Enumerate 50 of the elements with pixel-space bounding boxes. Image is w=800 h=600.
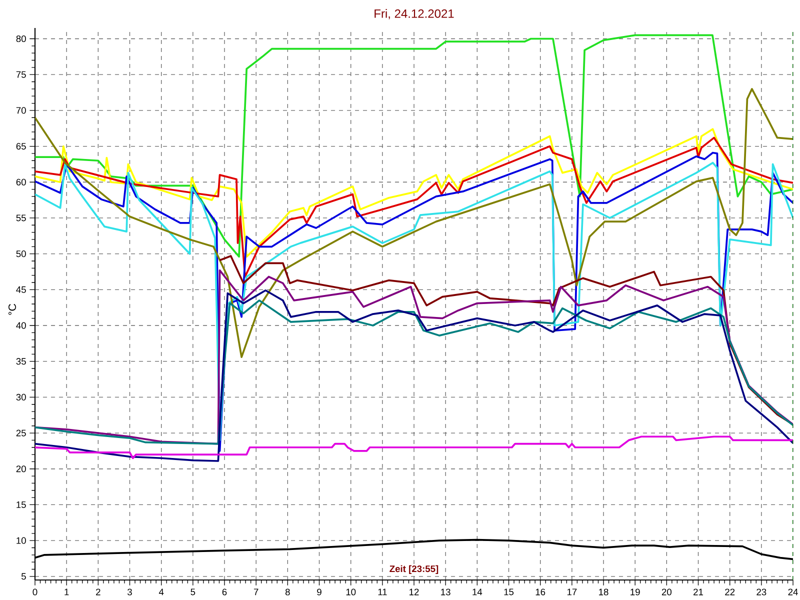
y-axis-title: °C xyxy=(8,304,16,315)
line-series xyxy=(35,128,794,258)
x-tick-label: 2 xyxy=(96,588,100,596)
y-tick-label: 5 xyxy=(21,573,26,580)
x-tick-label: 17 xyxy=(567,588,577,596)
x-tick-label: 22 xyxy=(725,588,735,596)
y-tick-label: 35 xyxy=(16,358,26,365)
y-tick-label: 45 xyxy=(16,286,26,293)
x-tick-label: 7 xyxy=(254,588,258,596)
x-tick-label: 10 xyxy=(346,588,356,596)
y-tick-label: 15 xyxy=(16,501,26,508)
x-tick-label: 16 xyxy=(536,588,546,596)
x-tick-label: 14 xyxy=(472,588,482,596)
y-tick-label: 10 xyxy=(16,537,26,544)
chart-title: Fri, 24.12.2021 xyxy=(374,9,454,20)
y-tick-label: 30 xyxy=(16,394,26,400)
x-tick-label: 13 xyxy=(441,588,450,596)
x-tick-label: 18 xyxy=(599,588,608,596)
x-tick-label: 24 xyxy=(788,588,798,596)
y-tick-label: 70 xyxy=(16,107,26,114)
x-tick-label: 6 xyxy=(222,588,227,596)
line-series xyxy=(35,136,794,278)
x-tick-label: 5 xyxy=(190,588,196,596)
x-tick-label: 3 xyxy=(128,588,132,596)
y-tick-label: 75 xyxy=(16,71,26,78)
y-tick-label: 20 xyxy=(16,466,26,472)
y-tick-label: 80 xyxy=(16,35,26,42)
line-series xyxy=(35,299,794,445)
x-tick-label: 20 xyxy=(662,588,672,596)
line-series xyxy=(35,289,794,462)
x-tick-label: 11 xyxy=(378,588,387,596)
x-tick-label: 21 xyxy=(694,588,703,596)
y-tick-label: 50 xyxy=(16,250,26,258)
x-tick-label: 8 xyxy=(285,588,290,596)
x-tick-label: 23 xyxy=(756,588,766,596)
y-tick-label: 65 xyxy=(16,142,26,150)
x-tick-label: 1 xyxy=(64,588,69,596)
x-tick-label: 9 xyxy=(317,588,322,596)
x-tick-label: 19 xyxy=(630,588,640,596)
x-axis-title: Zeit [23:55] xyxy=(390,565,438,574)
y-tick-label: 25 xyxy=(16,430,26,436)
x-tick-label: 4 xyxy=(158,588,164,596)
x-tick-label: 15 xyxy=(504,588,514,596)
y-tick-label: 55 xyxy=(16,214,26,222)
line-series xyxy=(35,269,794,445)
line-series xyxy=(35,88,794,358)
x-tick-label: 12 xyxy=(410,588,419,596)
y-tick-label: 40 xyxy=(16,322,26,329)
y-tick-label: 60 xyxy=(16,178,26,186)
x-tick-label: 0 xyxy=(32,588,38,596)
